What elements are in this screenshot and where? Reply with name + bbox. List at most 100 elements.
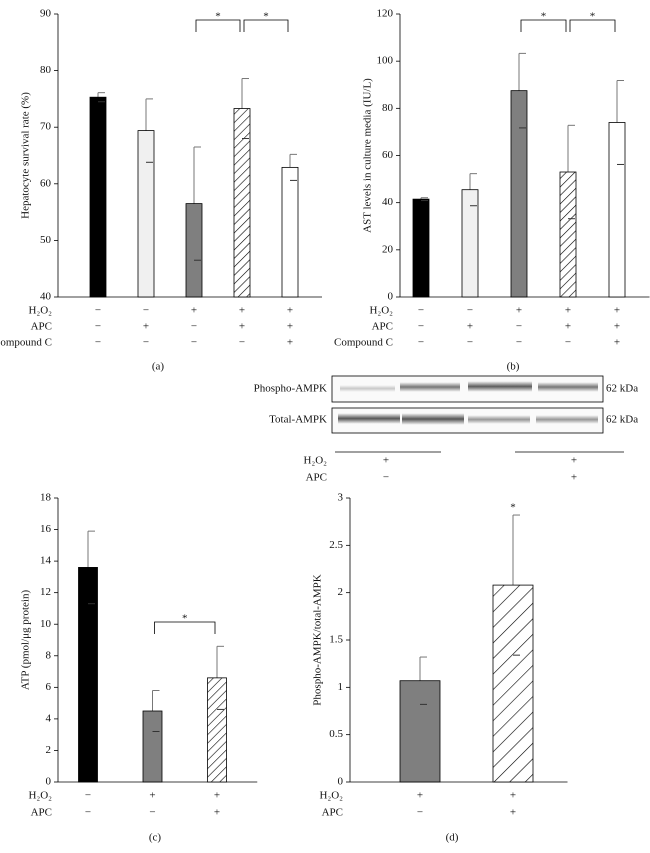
condition-value: −: [565, 337, 571, 349]
bar: [510, 90, 528, 298]
condition-value: −: [417, 807, 423, 819]
y-tick-label: 16: [40, 523, 52, 535]
condition-value: −: [418, 305, 424, 317]
y-tick-label: 2: [46, 744, 52, 756]
western-blot: [331, 375, 624, 453]
bar: [185, 203, 203, 298]
condition-value: −: [467, 337, 473, 349]
y-tick-label: 40: [382, 196, 394, 208]
blot-condition-name: APC: [306, 472, 327, 484]
bar: [207, 677, 227, 783]
bar: [399, 680, 441, 783]
y-tick-label: 80: [40, 64, 52, 76]
significance-bracket: [569, 19, 616, 32]
condition-value: +: [614, 305, 620, 317]
y-tick-label: 20: [382, 243, 394, 255]
significance-bracket: [154, 621, 216, 634]
y-tick-label: 1: [338, 681, 344, 693]
significance-bracket: [243, 19, 289, 32]
bar: [492, 584, 534, 783]
condition-value: −: [418, 321, 424, 333]
bar: [142, 710, 163, 783]
condition-value: −: [143, 337, 149, 349]
condition-value: −: [143, 305, 149, 317]
y-tick-label: 70: [40, 121, 52, 133]
condition-value: +: [149, 790, 155, 802]
y-tick-label: 100: [377, 55, 394, 67]
blot-condition-value: +: [571, 455, 577, 467]
y-tick-label: 12: [40, 586, 51, 598]
condition-value: −: [418, 337, 424, 349]
bar: [412, 198, 430, 298]
condition-name: H₂O₂: [28, 305, 52, 317]
condition-value: −: [95, 305, 101, 317]
significance-bracket: [195, 19, 241, 32]
condition-value: +: [191, 305, 197, 317]
y-tick-label: 8: [46, 649, 52, 661]
condition-value: +: [510, 807, 516, 819]
panel-caption: (d): [446, 832, 459, 844]
bar: [78, 567, 98, 783]
condition-value: −: [516, 321, 522, 333]
y-tick-label: 2: [338, 586, 344, 598]
blot-condition-name: H₂O₂: [303, 455, 327, 467]
bar: [461, 189, 479, 298]
bar: [608, 122, 626, 298]
y-tick-label: 3: [338, 492, 344, 504]
condition-value: −: [191, 337, 197, 349]
significance-star: *: [263, 11, 269, 23]
bar: [559, 171, 577, 298]
condition-value: +: [565, 305, 571, 317]
y-tick-label: 120: [377, 8, 394, 20]
y-tick-label: 50: [40, 234, 52, 246]
condition-value: −: [85, 790, 91, 802]
condition-name: Compound C: [334, 337, 393, 349]
y-tick-label: 6: [46, 681, 52, 693]
condition-value: +: [287, 305, 293, 317]
condition-name: H₂O₂: [369, 305, 393, 317]
y-tick-label: 90: [40, 8, 52, 20]
condition-value: −: [191, 321, 197, 333]
bar: [233, 108, 251, 298]
blot-label: Phospho-AMPK: [254, 383, 327, 395]
y-tick-label: 80: [382, 102, 394, 114]
condition-value: +: [143, 321, 149, 333]
bar: [281, 166, 299, 298]
blot-condition-value: +: [571, 472, 577, 484]
condition-name: APC: [31, 807, 52, 819]
blot-label: Total-AMPK: [269, 414, 327, 426]
panel-caption: (c): [149, 832, 162, 844]
y-tick-label: 60: [382, 149, 394, 161]
y-tick-label: 0: [46, 776, 52, 788]
condition-value: −: [85, 807, 91, 819]
condition-value: −: [516, 337, 522, 349]
condition-value: −: [95, 321, 101, 333]
condition-name: APC: [372, 321, 393, 333]
significance-bracket: [520, 19, 567, 32]
significance-star: *: [541, 11, 547, 23]
bar: [89, 96, 107, 298]
panel-caption: (a): [152, 361, 165, 373]
condition-value: +: [214, 790, 220, 802]
y-tick-label: 14: [40, 555, 52, 567]
condition-value: +: [214, 807, 220, 819]
y-axis-label: ATP (pmol/μg protein): [20, 590, 32, 691]
y-axis-label: Phospho-AMPK/total-AMPK: [312, 574, 324, 705]
condition-value: +: [239, 305, 245, 317]
y-tick-label: 1.5: [329, 634, 343, 646]
condition-name: H₂O₂: [319, 790, 343, 802]
condition-value: +: [510, 790, 516, 802]
y-tick-label: 4: [46, 712, 52, 724]
condition-value: +: [417, 790, 423, 802]
condition-value: +: [287, 337, 293, 349]
y-tick-label: 18: [40, 492, 52, 504]
panel-caption: (b): [507, 361, 520, 373]
condition-value: +: [287, 321, 293, 333]
y-axis-label: Hepatocyte survival rate (%): [20, 92, 32, 219]
y-axis-label: AST levels in culture media (IU/L): [362, 78, 374, 233]
condition-value: +: [516, 305, 522, 317]
condition-value: −: [149, 807, 155, 819]
blot-condition-value: −: [383, 472, 389, 484]
y-tick-label: 0: [338, 776, 344, 788]
significance-star: *: [590, 11, 596, 23]
